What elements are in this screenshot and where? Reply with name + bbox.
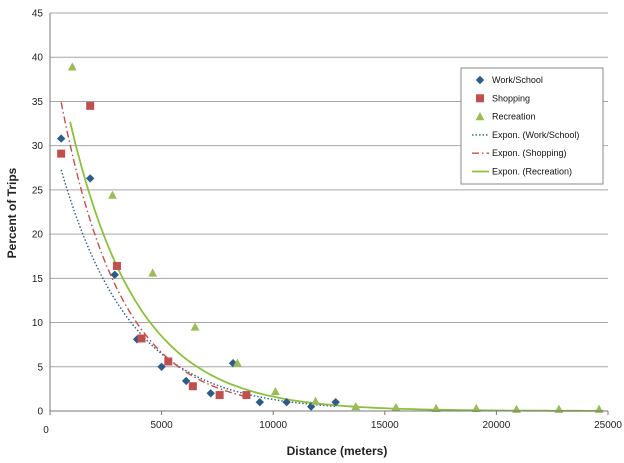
data-point <box>311 396 321 405</box>
legend: Work/School Shopping Recreation Expon. (Wor… <box>460 67 604 185</box>
data-point <box>282 397 291 407</box>
data-point <box>110 270 119 279</box>
data-point <box>475 112 485 121</box>
data-point <box>271 386 280 396</box>
y-tick-label: 10 <box>32 318 44 329</box>
data-point <box>188 382 197 391</box>
y-tick-label: 15 <box>32 274 44 285</box>
y-tick-label: 40 <box>32 53 44 64</box>
legend-items: Work/School Shopping Recreation Expon. (Wor… <box>472 75 579 177</box>
data-point <box>56 134 66 143</box>
data-point <box>331 397 340 407</box>
data-point <box>242 391 251 400</box>
data-point <box>112 261 121 270</box>
x-tick-label: 5000 <box>150 420 173 431</box>
data-point <box>391 402 401 412</box>
y-tick-label: 30 <box>32 141 44 152</box>
y-tick-label: 5 <box>37 362 43 373</box>
trendline <box>60 102 247 398</box>
x-tick-label: 20000 <box>482 420 510 431</box>
y-axis-title: Percent of Trips <box>5 167 19 258</box>
data-point <box>137 334 146 343</box>
data-point <box>57 149 66 158</box>
data-point <box>206 389 215 398</box>
data-point <box>164 357 173 366</box>
legend-box <box>460 67 604 185</box>
data-point <box>148 268 158 277</box>
legend-label: Recreation <box>492 112 536 122</box>
data-point <box>86 101 95 110</box>
data-point <box>475 75 485 85</box>
y-tick-labels: 0 5 10 15 20 25 30 35 40 45 <box>32 9 44 418</box>
legend-label: Expon. (Recreation) <box>492 167 572 177</box>
y-tick-label: 45 <box>32 9 44 20</box>
data-point <box>431 403 441 412</box>
legend-label: Work/School <box>492 75 543 85</box>
y-tick-label: 35 <box>32 97 44 108</box>
data-point <box>255 397 265 407</box>
y-tick-label: 20 <box>32 230 44 241</box>
x-tick-label: 10000 <box>259 420 287 431</box>
data-point <box>471 403 481 412</box>
data-point <box>233 358 242 367</box>
x-tick-label: 0 <box>43 425 49 436</box>
legend-label: Expon. (Work/School) <box>492 130 579 140</box>
data-point <box>476 94 484 103</box>
legend-label: Expon. (Shopping) <box>492 148 567 158</box>
x-axis-title: Distance (meters) <box>287 444 388 458</box>
data-point <box>351 401 361 411</box>
y-tick-label: 0 <box>37 407 43 418</box>
data-point <box>108 190 117 199</box>
data-point <box>181 376 191 386</box>
data-point <box>85 174 95 183</box>
data-point <box>215 391 224 400</box>
data-point <box>67 62 77 71</box>
legend-label: Shopping <box>492 93 530 103</box>
data-point <box>157 362 166 371</box>
data-point <box>190 322 200 331</box>
x-tick-label: 25000 <box>594 420 622 431</box>
trendline <box>60 169 336 407</box>
x-tick-label: 15000 <box>371 420 399 431</box>
y-tick-label: 25 <box>32 185 44 196</box>
x-tick-labels: 0 5000 10000 15000 20000 25000 <box>43 411 622 436</box>
